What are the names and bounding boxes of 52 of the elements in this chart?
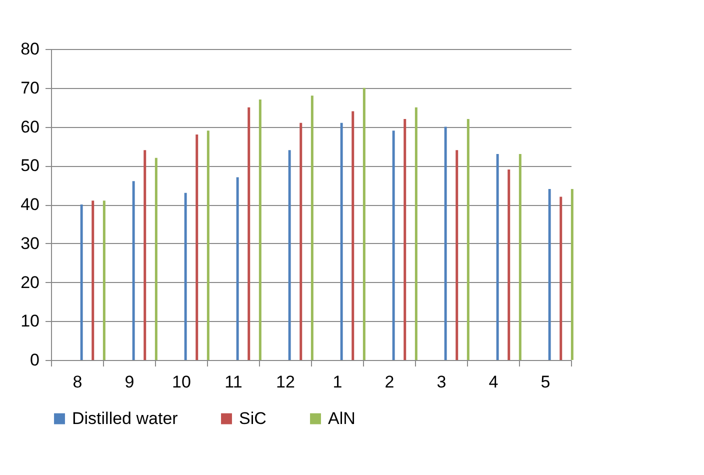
bar	[548, 188, 551, 360]
x-tick-label: 10	[172, 372, 191, 392]
bar	[236, 177, 239, 360]
x-tick-label: 8	[72, 372, 82, 392]
bar	[102, 200, 106, 360]
bar	[404, 118, 406, 360]
bar	[518, 154, 522, 360]
y-tick-label: 20	[20, 272, 40, 292]
y-tick-label: 60	[20, 117, 40, 136]
x-tick-label: 11	[224, 372, 242, 392]
bar	[154, 158, 158, 360]
bar	[392, 130, 395, 360]
bar	[196, 134, 198, 360]
bar	[340, 122, 343, 360]
bar	[414, 107, 418, 360]
bar	[300, 122, 302, 360]
bar	[258, 100, 262, 360]
bar	[496, 154, 499, 360]
x-tick-label: 12	[276, 372, 295, 392]
bar	[184, 192, 187, 360]
y-tick-label: 70	[20, 78, 40, 98]
y-tick-label: 0	[30, 350, 40, 370]
bar	[456, 150, 458, 360]
bar	[80, 204, 83, 360]
legend-label: Distilled water	[72, 408, 178, 428]
x-tick-label: 3	[436, 372, 446, 392]
y-tick-label: 40	[20, 195, 40, 214]
legend-label: SiC	[239, 408, 266, 428]
x-tick-label: 5	[540, 372, 550, 392]
y-tick-label: 50	[20, 156, 40, 176]
bar	[444, 126, 447, 360]
bar	[206, 130, 210, 360]
y-tick-label: 10	[20, 312, 40, 331]
bar	[92, 200, 94, 360]
y-tick-label: 30	[20, 234, 40, 253]
bar	[352, 111, 354, 360]
legend-label: AlN	[328, 408, 356, 428]
bar	[144, 150, 146, 360]
bar	[560, 196, 562, 360]
bar	[288, 150, 291, 360]
bar	[132, 181, 135, 360]
bar	[362, 88, 366, 360]
bar	[570, 188, 574, 360]
bar	[248, 107, 250, 360]
y-tick-label: 80	[20, 40, 40, 58]
bar	[310, 96, 314, 360]
bar	[508, 170, 510, 360]
x-tick-label: 9	[124, 372, 134, 392]
x-tick-label: 1	[332, 372, 342, 392]
x-tick-label: 2	[384, 372, 394, 392]
bar	[466, 118, 470, 360]
x-tick-label: 4	[488, 372, 498, 392]
